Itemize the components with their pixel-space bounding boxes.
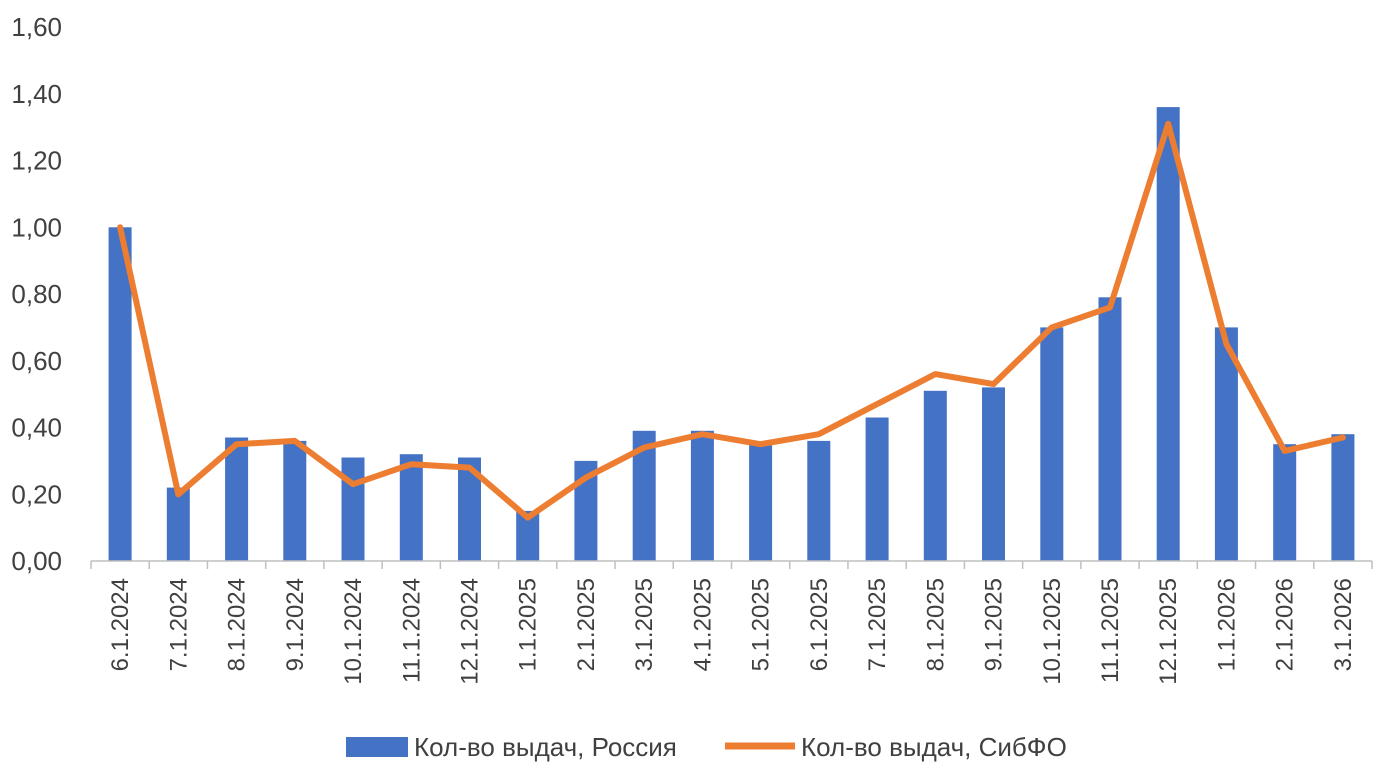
x-tick-label: 7.1.2024 <box>165 578 192 671</box>
bar-russia-9.1.2024 <box>283 441 306 561</box>
y-tick-label: 1,20 <box>11 146 62 176</box>
x-tick-label: 1.1.2025 <box>515 578 542 671</box>
y-tick-label: 0,40 <box>11 413 62 443</box>
x-tick-label: 12.1.2024 <box>457 578 484 685</box>
x-tick-label: 2.1.2026 <box>1272 578 1299 671</box>
bar-russia-9.1.2025 <box>982 387 1005 561</box>
x-tick-label: 1.1.2026 <box>1213 578 1240 671</box>
legend-label-russia: Кол-во выдач, Россия <box>414 732 677 762</box>
x-tick-label: 6.1.2024 <box>107 578 134 671</box>
y-tick-label: 0,60 <box>11 346 62 376</box>
bar-russia-5.1.2025 <box>749 444 772 561</box>
x-tick-label: 4.1.2025 <box>689 578 716 671</box>
axes <box>91 561 1372 569</box>
x-tick-label: 8.1.2024 <box>224 578 251 671</box>
x-tick-label: 9.1.2024 <box>282 578 309 671</box>
bar-russia-7.1.2024 <box>167 488 190 561</box>
x-tick-label: 2.1.2025 <box>573 578 600 671</box>
bar-russia-11.1.2024 <box>400 454 423 561</box>
x-tick-label: 9.1.2025 <box>981 578 1008 671</box>
bars-russia <box>109 107 1355 561</box>
legend-swatch-russia <box>346 737 408 757</box>
bar-russia-11.1.2025 <box>1099 297 1122 561</box>
y-tick-labels: 0,00 0,20 0,40 0,60 0,80 1,00 1,20 1,40 1,60 <box>11 12 62 576</box>
bar-russia-8.1.2024 <box>225 438 248 562</box>
x-tick-label: 11.1.2024 <box>398 578 425 683</box>
legend-label-sibfo: Кол-во выдач, СибФО <box>801 732 1067 762</box>
y-tick-label: 1,40 <box>11 79 62 109</box>
x-tick-labels: 6.1.2024 7.1.2024 8.1.2024 9.1.2024 10.1.202… <box>107 578 1357 685</box>
bar-russia-8.1.2025 <box>924 391 947 561</box>
x-tick-label: 6.1.2025 <box>806 578 833 671</box>
x-tick-label: 7.1.2025 <box>864 578 891 671</box>
bar-russia-10.1.2025 <box>1040 327 1063 561</box>
y-tick-label: 1,60 <box>11 12 62 42</box>
x-tick-label: 3.1.2025 <box>631 578 658 671</box>
bar-russia-4.1.2025 <box>691 431 714 561</box>
x-tick-label: 11.1.2025 <box>1097 578 1124 683</box>
x-tick-label: 3.1.2026 <box>1330 578 1357 671</box>
bar-russia-10.1.2024 <box>342 458 365 562</box>
y-tick-label: 0,80 <box>11 279 62 309</box>
bar-russia-12.1.2025 <box>1157 107 1180 561</box>
bar-russia-6.1.2025 <box>807 441 830 561</box>
y-tick-label: 1,00 <box>11 212 62 242</box>
bar-russia-2.1.2026 <box>1273 444 1296 561</box>
y-tick-label: 0,00 <box>11 546 62 576</box>
x-tick-label: 10.1.2024 <box>340 578 367 685</box>
x-tick-label: 5.1.2025 <box>748 578 775 671</box>
legend: Кол-во выдач, Россия Кол-во выдач, СибФО <box>346 732 1067 762</box>
y-tick-label: 0,20 <box>11 479 62 509</box>
x-tick-label: 12.1.2025 <box>1155 578 1182 685</box>
bar-russia-7.1.2025 <box>866 418 889 562</box>
x-tick-label: 10.1.2025 <box>1039 578 1066 685</box>
x-tick-label: 8.1.2025 <box>922 578 949 671</box>
bar-russia-3.1.2026 <box>1331 434 1354 561</box>
